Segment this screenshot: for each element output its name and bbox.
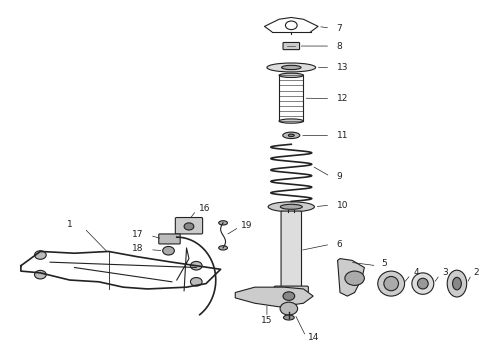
Circle shape	[184, 223, 194, 230]
Text: 6: 6	[337, 240, 343, 249]
Text: 9: 9	[337, 172, 343, 181]
Text: 12: 12	[337, 94, 348, 103]
Polygon shape	[338, 258, 365, 296]
Text: 14: 14	[308, 333, 319, 342]
Text: 4: 4	[413, 268, 419, 277]
Ellipse shape	[284, 315, 294, 320]
FancyBboxPatch shape	[175, 217, 202, 234]
Ellipse shape	[384, 276, 398, 291]
Text: 3: 3	[442, 268, 448, 277]
Ellipse shape	[267, 63, 316, 72]
Ellipse shape	[447, 270, 466, 297]
Ellipse shape	[412, 273, 434, 294]
Ellipse shape	[282, 65, 301, 69]
Text: 19: 19	[241, 221, 252, 230]
Text: 16: 16	[199, 204, 210, 213]
Circle shape	[280, 302, 297, 315]
Ellipse shape	[378, 271, 405, 296]
Circle shape	[34, 270, 46, 279]
Text: 13: 13	[337, 63, 348, 72]
Text: 5: 5	[381, 260, 387, 269]
Circle shape	[191, 261, 202, 270]
Circle shape	[345, 271, 365, 285]
FancyBboxPatch shape	[283, 42, 299, 50]
FancyBboxPatch shape	[274, 286, 308, 297]
Text: 17: 17	[132, 230, 144, 239]
Ellipse shape	[280, 204, 302, 209]
Ellipse shape	[453, 277, 461, 290]
Circle shape	[34, 251, 46, 259]
Polygon shape	[235, 287, 313, 307]
Text: 15: 15	[261, 315, 272, 324]
Text: 7: 7	[337, 24, 343, 33]
Ellipse shape	[268, 202, 315, 212]
Text: 10: 10	[337, 201, 348, 210]
Text: 11: 11	[337, 131, 348, 140]
Ellipse shape	[283, 132, 300, 139]
FancyBboxPatch shape	[159, 234, 180, 244]
Ellipse shape	[219, 221, 227, 225]
Ellipse shape	[279, 73, 303, 77]
Circle shape	[191, 278, 202, 286]
Ellipse shape	[288, 134, 294, 136]
Text: 8: 8	[337, 41, 343, 50]
Circle shape	[163, 247, 174, 255]
Text: 1: 1	[67, 220, 73, 229]
FancyBboxPatch shape	[281, 211, 301, 290]
Text: 2: 2	[473, 268, 479, 277]
Circle shape	[283, 292, 294, 300]
Ellipse shape	[219, 246, 227, 250]
Ellipse shape	[279, 119, 303, 123]
Text: 18: 18	[132, 244, 144, 253]
Ellipse shape	[417, 278, 428, 289]
